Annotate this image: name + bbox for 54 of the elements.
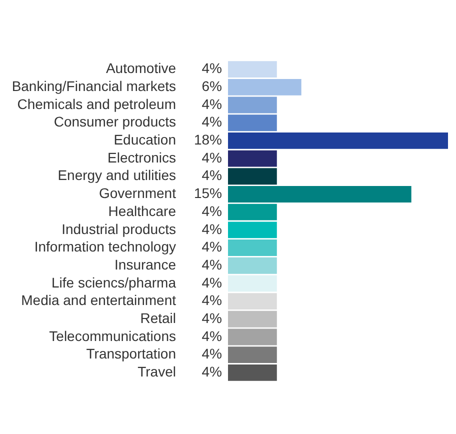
data-label: 4% xyxy=(202,60,222,76)
y-tick-label: Media and entertainment xyxy=(21,292,176,308)
bar xyxy=(228,168,277,185)
bar xyxy=(228,275,277,292)
y-tick-label: Healthcare xyxy=(108,202,176,219)
bar xyxy=(228,132,448,149)
data-label: 4% xyxy=(202,310,222,326)
data-label: 4% xyxy=(202,238,222,255)
y-tick-label: Government xyxy=(98,185,176,202)
data-label: 4% xyxy=(202,149,222,166)
bar xyxy=(228,364,277,381)
data-label: 4% xyxy=(202,167,222,184)
y-tick-label: Information technology xyxy=(34,238,176,255)
bar xyxy=(228,96,277,114)
y-tick-label: Industrial products xyxy=(62,220,176,237)
data-label: 18% xyxy=(194,132,222,148)
bar xyxy=(228,310,277,328)
y-tick-label: Telecommunications xyxy=(49,328,176,344)
data-label: 4% xyxy=(202,114,222,130)
bar xyxy=(228,257,277,274)
y-tick-label: Automotive xyxy=(106,60,176,76)
bar xyxy=(228,78,302,96)
bar xyxy=(228,150,277,167)
bar xyxy=(228,114,277,132)
y-tick-label: Life sciencs/pharma xyxy=(51,274,176,290)
y-tick-label: Electronics xyxy=(108,149,176,166)
bar xyxy=(228,61,277,78)
y-tick-label: Banking/Financial markets xyxy=(12,78,176,94)
data-label: 4% xyxy=(202,256,222,272)
y-tick-label: Consumer products xyxy=(54,114,176,130)
bar xyxy=(228,328,277,346)
y-tick-label: Retail xyxy=(140,310,176,326)
y-tick-label: Insurance xyxy=(114,256,176,272)
data-label: 4% xyxy=(202,274,222,290)
data-label: 4% xyxy=(202,220,222,237)
y-tick-label: Energy and utilities xyxy=(58,167,176,184)
y-tick-label: Chemicals and petroleum xyxy=(17,96,176,112)
bar xyxy=(228,240,277,256)
data-label: 6% xyxy=(202,78,222,94)
data-label: 4% xyxy=(202,292,222,308)
data-label: 4% xyxy=(202,346,222,362)
data-label: 4% xyxy=(202,328,222,344)
y-tick-label: Education xyxy=(114,132,176,148)
data-label: 4% xyxy=(202,364,222,380)
bar xyxy=(228,346,277,364)
data-label: 4% xyxy=(202,96,222,112)
bar xyxy=(228,186,412,202)
data-label: 15% xyxy=(194,185,222,202)
data-label: 4% xyxy=(202,202,222,219)
y-tick-label: Transportation xyxy=(86,346,176,362)
bar xyxy=(228,293,277,310)
bar xyxy=(228,222,277,238)
y-tick-label: Travel xyxy=(138,364,176,380)
bar xyxy=(228,204,277,220)
